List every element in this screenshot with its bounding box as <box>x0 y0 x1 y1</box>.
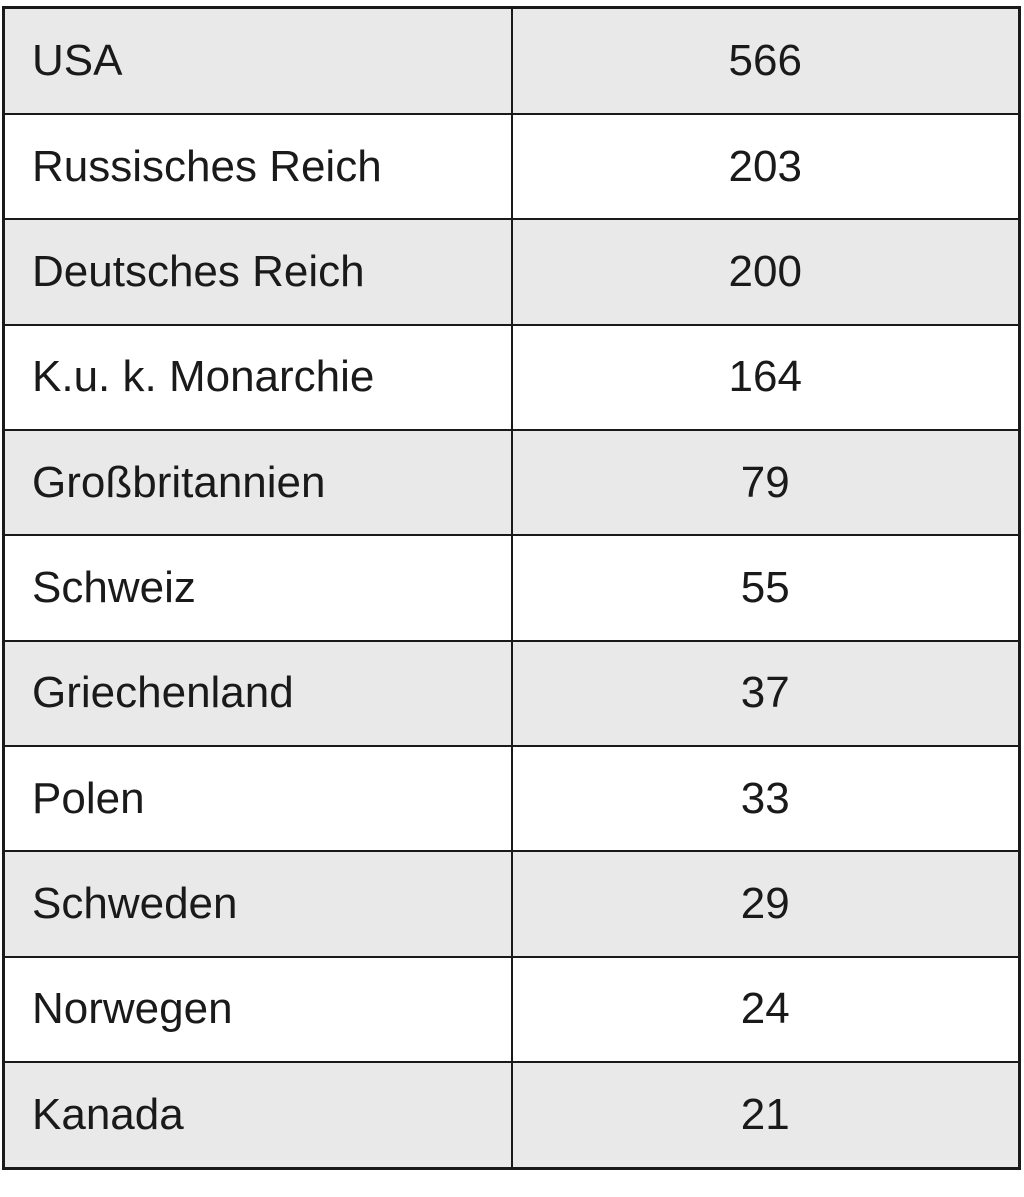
country-label-cell: Deutsches Reich <box>2 218 513 326</box>
country-label-cell: Schweden <box>2 850 513 958</box>
table-row: Kanada 21 <box>2 1061 1021 1170</box>
country-count-table: USA 566 Russisches Reich 203 Deutsches Reich… <box>2 6 1021 1170</box>
table-row: Russisches Reich 203 <box>2 112 1021 221</box>
country-label-cell: Polen <box>2 744 513 853</box>
count-value-cell: 566 <box>510 6 1021 115</box>
count-value-cell: 33 <box>510 744 1021 853</box>
country-label-cell: USA <box>2 6 513 115</box>
country-label-cell: Russisches Reich <box>2 112 513 221</box>
country-label-cell: Großbritannien <box>2 428 513 537</box>
country-label-cell: Griechenland <box>2 639 513 747</box>
table-row: Schweden 29 <box>2 850 1021 958</box>
table-row: Griechenland 37 <box>2 639 1021 747</box>
count-value-cell: 164 <box>510 323 1021 431</box>
count-value-cell: 55 <box>510 534 1021 642</box>
table-row: USA 566 <box>2 6 1021 115</box>
table-row: Großbritannien 79 <box>2 428 1021 537</box>
count-value-cell: 37 <box>510 639 1021 747</box>
count-value-cell: 79 <box>510 428 1021 537</box>
count-value-cell: 203 <box>510 112 1021 221</box>
country-label-cell: Kanada <box>2 1061 513 1170</box>
table-row: Polen 33 <box>2 744 1021 853</box>
country-label-cell: Norwegen <box>2 955 513 1064</box>
table-row: Norwegen 24 <box>2 955 1021 1064</box>
table-row: Schweiz 55 <box>2 534 1021 642</box>
country-label-cell: K.u. k. Monarchie <box>2 323 513 431</box>
table-body: USA 566 Russisches Reich 203 Deutsches Reich… <box>2 6 1021 1170</box>
count-value-cell: 21 <box>510 1061 1021 1170</box>
country-label-cell: Schweiz <box>2 534 513 642</box>
count-value-cell: 29 <box>510 850 1021 958</box>
table-row: K.u. k. Monarchie 164 <box>2 323 1021 431</box>
table-row: Deutsches Reich 200 <box>2 218 1021 326</box>
count-value-cell: 24 <box>510 955 1021 1064</box>
count-value-cell: 200 <box>510 218 1021 326</box>
